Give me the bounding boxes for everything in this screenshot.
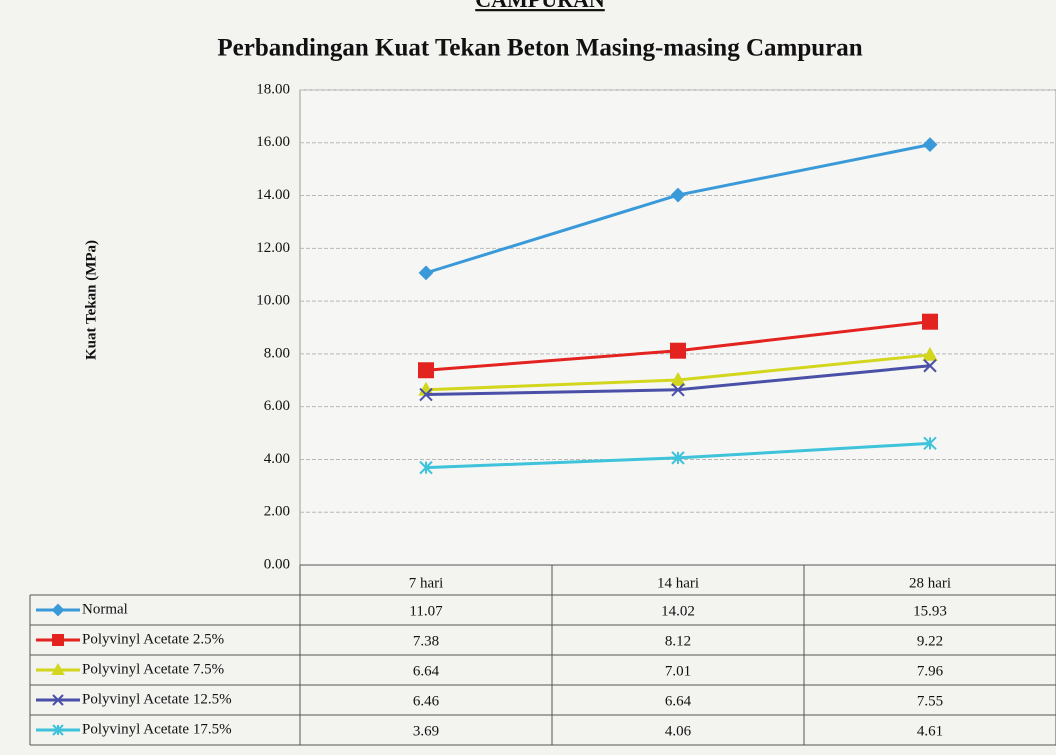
marker — [922, 313, 938, 330]
legend-label: Polyvinyl Acetate 2.5% — [82, 631, 224, 647]
table-value: 9.22 — [917, 633, 943, 649]
marker — [418, 362, 434, 379]
legend-label: Polyvinyl Acetate 12.5% — [82, 691, 232, 707]
x-tick-label: 7 hari — [409, 575, 444, 591]
x-tick-label: 28 hari — [909, 575, 951, 591]
marker — [418, 265, 434, 281]
y-tick-label: 6.00 — [264, 398, 290, 414]
header: CAMPURAN — [475, 0, 605, 12]
y-tick-label: 0.00 — [264, 556, 290, 572]
y-tick-label: 14.00 — [256, 187, 290, 203]
table-value: 7.55 — [917, 693, 943, 709]
marker — [52, 724, 64, 736]
table-value: 3.69 — [413, 723, 439, 739]
y-tick-label: 16.00 — [256, 134, 290, 150]
table-value: 7.38 — [413, 633, 439, 649]
marker — [52, 634, 64, 646]
table-value: 4.61 — [917, 723, 943, 739]
marker — [671, 383, 685, 397]
x-tick-label: 14 hari — [657, 575, 699, 591]
marker — [419, 387, 433, 402]
table-value: 4.06 — [665, 723, 692, 739]
marker — [51, 662, 65, 675]
marker — [922, 346, 938, 361]
table-value: 8.12 — [665, 633, 691, 649]
marker — [51, 603, 65, 617]
y-tick-label: 10.00 — [256, 293, 290, 309]
y-axis-label: Kuat Tekan (MPa) — [83, 240, 99, 360]
marker — [670, 187, 686, 203]
table-value: 15.93 — [913, 603, 947, 619]
table-value: 6.64 — [665, 693, 692, 709]
y-tick-label: 18.00 — [256, 81, 290, 97]
legend-label: Polyvinyl Acetate 7.5% — [82, 661, 224, 677]
marker — [52, 694, 64, 706]
legend-label: Polyvinyl Acetate 17.5% — [82, 721, 232, 737]
table-value: 11.07 — [409, 603, 443, 619]
table-value: 14.02 — [661, 603, 695, 619]
marker — [923, 359, 937, 373]
marker — [670, 342, 686, 359]
marker — [923, 436, 937, 451]
table-value: 6.64 — [413, 663, 440, 679]
legend-label: Normal — [82, 601, 128, 617]
marker — [671, 451, 685, 465]
marker — [419, 460, 433, 475]
y-tick-label: 8.00 — [264, 345, 290, 361]
y-tick-label: 12.00 — [256, 240, 290, 256]
chart-title: Perbandingan Kuat Tekan Beton Masing-mas… — [217, 35, 862, 62]
table-value: 7.01 — [665, 663, 691, 679]
y-tick-label: 4.00 — [264, 451, 290, 467]
y-tick-label: 2.00 — [264, 504, 290, 520]
plot-area — [299, 89, 1056, 566]
marker — [922, 137, 938, 153]
marker — [670, 371, 686, 386]
table-value: 7.96 — [917, 663, 944, 679]
table-value: 6.46 — [413, 693, 440, 709]
